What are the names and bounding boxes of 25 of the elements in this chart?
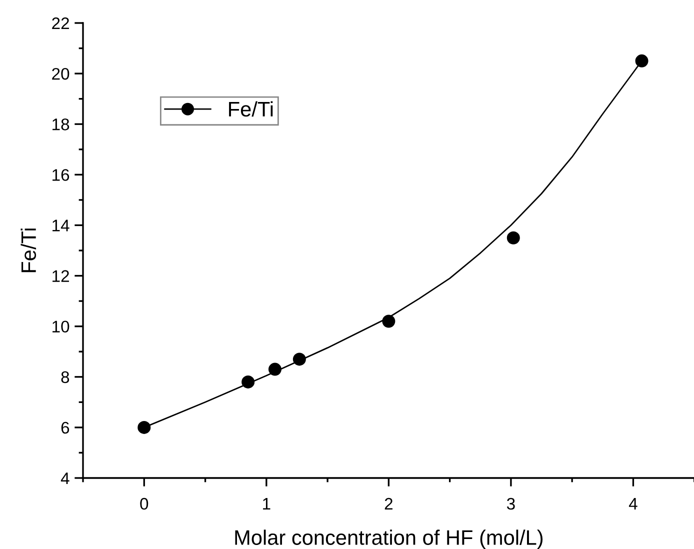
y-tick-label: 8	[61, 371, 70, 384]
y-tick-label: 14	[52, 220, 70, 232]
x-tick-label: 0	[140, 498, 148, 510]
point	[292, 352, 306, 366]
point	[242, 375, 255, 388]
y-tick-label: 18	[52, 118, 70, 130]
y-tick-label: 4	[60, 472, 70, 484]
y-tick-label: 10	[52, 320, 70, 333]
point	[268, 362, 282, 376]
y-tick-label: 16	[52, 169, 70, 181]
x-tick-label: 1	[263, 498, 270, 510]
point	[138, 420, 151, 434]
y-tick-label: 12	[52, 270, 69, 282]
y-tick-label: 20	[52, 68, 70, 80]
x-axis-title: Molar concentration of HF (mol/L)	[235, 530, 543, 549]
point	[506, 231, 520, 244]
y-tick-label: 22	[52, 17, 69, 30]
x-tick-label: 4	[628, 498, 638, 510]
y-axis-title: Fe/Ti	[20, 228, 36, 272]
legend-label: Fe/Ti	[229, 101, 273, 117]
point	[382, 314, 396, 328]
y-tick-label: 6	[61, 422, 70, 434]
x-tick-label: 2	[384, 498, 392, 510]
x-tick-label: 3	[506, 498, 515, 510]
point	[635, 54, 648, 68]
